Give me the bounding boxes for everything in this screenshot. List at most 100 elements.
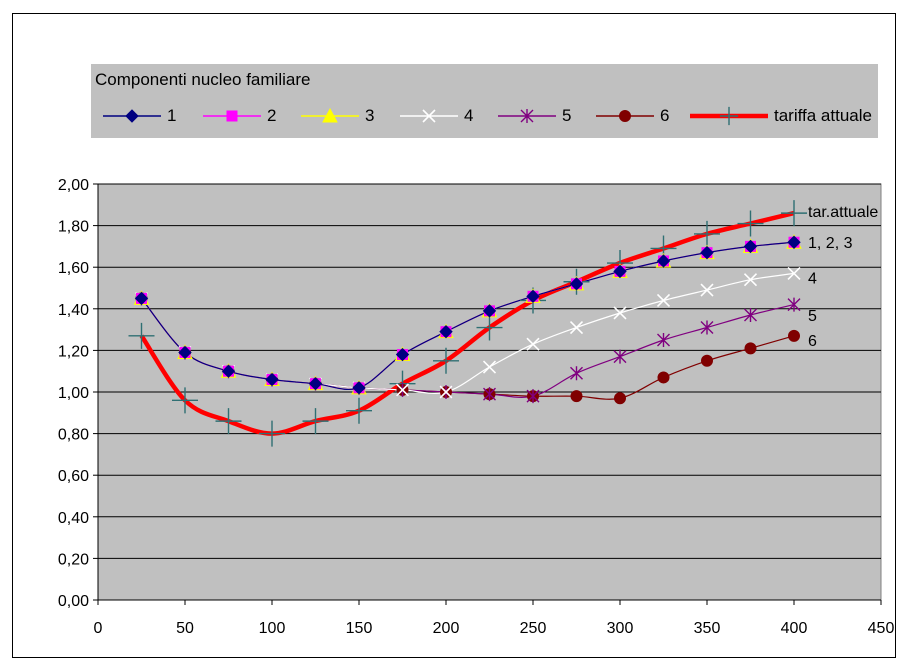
- data-point: [613, 264, 627, 279]
- legend-marker: [125, 109, 139, 123]
- data-point: [439, 385, 453, 399]
- data-point: [395, 383, 410, 397]
- data-point: [743, 273, 758, 287]
- legend-swatch: [596, 110, 654, 122]
- data-point: [744, 342, 757, 355]
- data-point: [656, 254, 671, 268]
- legend-marker: [520, 109, 534, 123]
- data-point: [694, 220, 720, 247]
- legend-swatch: [103, 109, 161, 123]
- data-point: [526, 389, 540, 404]
- legend: Componenti nucleo familiare 1 2 3 4 5 6 tariff…: [91, 64, 878, 138]
- y-tick-label: 1,20: [58, 343, 89, 360]
- data-point: [701, 354, 713, 367]
- data-point: [178, 345, 192, 360]
- data-point: [787, 235, 801, 249]
- legend-swatch: [203, 110, 261, 122]
- data-point: [569, 320, 584, 335]
- data-point: [259, 420, 285, 447]
- legend-label: 1: [167, 106, 177, 125]
- data-point: [570, 390, 583, 403]
- data-point: [215, 408, 242, 435]
- data-point: [526, 337, 540, 351]
- data-point: [744, 308, 757, 323]
- data-point: [433, 347, 459, 374]
- y-tick-label: 0,20: [58, 551, 89, 568]
- data-point: [787, 297, 801, 312]
- series-lines: [128, 200, 807, 447]
- x-tick-label: 350: [694, 620, 721, 637]
- legend-marker: [226, 110, 238, 122]
- legend-swatch: [301, 107, 359, 123]
- legend-swatch: [690, 106, 768, 126]
- end-label: 4: [808, 271, 817, 288]
- legend-label: 6: [660, 106, 670, 125]
- data-point: [221, 364, 236, 378]
- end-labels: tar.attuale 1, 2, 3 4 5 6: [808, 204, 878, 350]
- legend-title: Componenti nucleo familiare: [95, 70, 311, 89]
- y-tick-label: 1,40: [58, 302, 89, 319]
- data-point: [614, 392, 626, 405]
- data-point: [781, 200, 807, 227]
- data-point: [657, 371, 670, 384]
- legend-swatch: [400, 109, 458, 123]
- legend-marker: [322, 107, 338, 123]
- end-label: 6: [808, 333, 817, 350]
- legend-label: 2: [267, 106, 277, 125]
- data-point: [788, 329, 800, 342]
- data-point: [302, 408, 329, 435]
- data-point: [483, 387, 496, 402]
- series-line-1: [141, 241, 795, 391]
- y-tick-label: 1,80: [58, 219, 89, 236]
- data-point: [743, 239, 758, 254]
- data-point: [700, 283, 714, 297]
- legend-marker: [719, 106, 739, 126]
- y-tick-label: 0,60: [58, 468, 89, 485]
- axes: 0,00 0,20 0,40 0,60 0,80 1,00 1,20 1,40 1,60 1,80…: [58, 177, 895, 637]
- data-point: [346, 397, 372, 424]
- data-point: [308, 376, 323, 391]
- data-point: [700, 245, 714, 260]
- y-tick-label: 1,00: [58, 385, 89, 402]
- data-point: [476, 314, 503, 341]
- data-point: [128, 322, 155, 349]
- x-tick-label: 300: [607, 620, 634, 637]
- x-tick-label: 100: [259, 620, 286, 637]
- data-point: [265, 372, 279, 387]
- end-label: tar.attuale: [808, 204, 878, 221]
- data-point: [482, 304, 497, 318]
- y-tick-label: 1,60: [58, 260, 89, 277]
- data-point: [656, 293, 671, 308]
- data-point: [352, 381, 366, 395]
- end-label: 1, 2, 3: [808, 235, 853, 252]
- legend-label: 5: [562, 106, 572, 125]
- data-point: [613, 306, 627, 320]
- data-point: [700, 320, 714, 335]
- y-tick-label: 2,00: [58, 177, 89, 194]
- x-tick-label: 400: [781, 620, 808, 637]
- data-point: [134, 291, 149, 306]
- data-point: [569, 277, 584, 291]
- data-point: [526, 289, 540, 304]
- data-point: [657, 333, 670, 347]
- x-tick-label: 450: [868, 620, 895, 637]
- y-tick-label: 0,00: [58, 593, 89, 610]
- y-tick-label: 0,40: [58, 510, 89, 527]
- legend-marker: [619, 110, 631, 122]
- x-tick-label: 50: [176, 620, 194, 637]
- data-point: [439, 324, 453, 339]
- data-point: [737, 210, 764, 237]
- legend-label: tariffa attuale: [774, 106, 872, 125]
- data-point: [613, 349, 627, 364]
- data-point: [172, 387, 198, 414]
- x-tick-label: 200: [433, 620, 460, 637]
- series-line-tariffa-attuale: [139, 210, 795, 436]
- data-point: [482, 360, 497, 374]
- x-tick-label: 250: [520, 620, 547, 637]
- legend-swatch: [498, 109, 556, 123]
- data-point: [570, 366, 583, 381]
- end-label: 5: [808, 308, 817, 325]
- legend-marker: [422, 109, 436, 123]
- x-tick-label: 150: [346, 620, 373, 637]
